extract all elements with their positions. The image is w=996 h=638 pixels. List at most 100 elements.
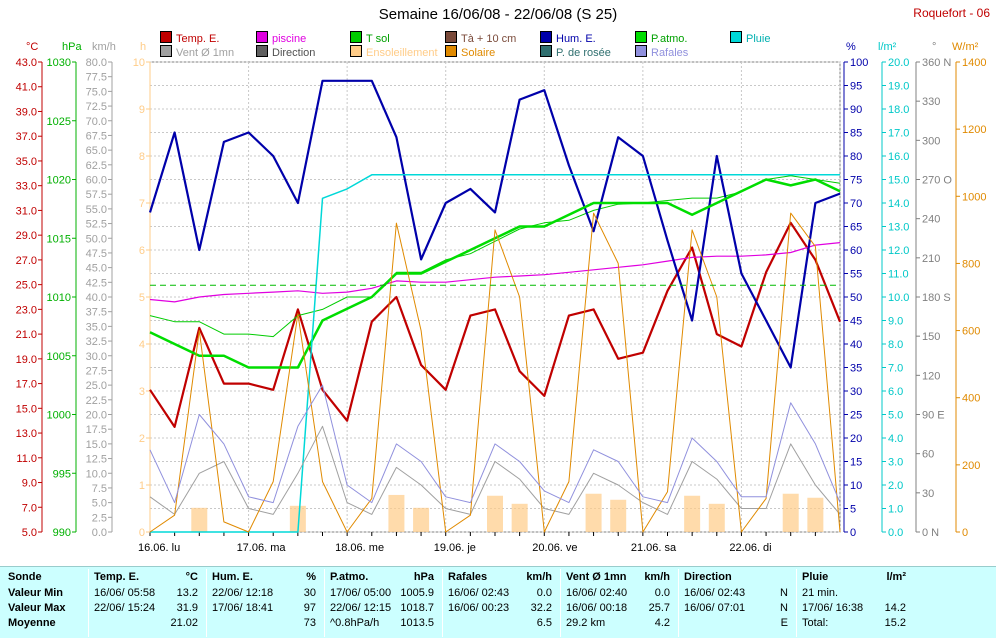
tick-label-degrees: 210 <box>922 253 940 265</box>
tick-label-degrees: 60 <box>922 449 934 461</box>
tick-label-percent: 20 <box>850 433 862 445</box>
tick-label-celsius: 11.0 <box>16 453 37 465</box>
sun-bar <box>511 503 528 532</box>
table-cell-value: 32.2 <box>530 602 552 614</box>
tick-label-percent: 100 <box>850 57 868 69</box>
axis-unit-kmh: km/h <box>92 41 116 53</box>
legend-item: Direction <box>256 45 315 59</box>
legend-label: piscine <box>272 33 307 45</box>
tick-label-hours: 9 <box>139 104 145 116</box>
table-cell-time: 29.2 km <box>566 617 606 629</box>
tick-label-percent: 10 <box>850 480 862 492</box>
tick-label-rain: 6.0 <box>888 386 903 398</box>
x-day-label: 19.06. je <box>434 542 476 554</box>
table-cell-time: 16/06/ 02:43 <box>448 587 510 599</box>
tick-label-degrees: 330 <box>922 96 940 108</box>
tick-label-rain: 3.0 <box>888 457 903 469</box>
tick-label-kmh: 40.0 <box>86 292 107 304</box>
x-day-label: 18.06. me <box>335 542 384 554</box>
legend-label: P. de rosée <box>556 47 611 59</box>
tick-label-kmh: 65.0 <box>86 145 107 157</box>
tick-label-celsius: 33.0 <box>16 181 37 193</box>
legend-label: Vent Ø 1mn <box>176 47 235 59</box>
table-row-label: Moyenne <box>8 617 56 629</box>
tick-label-kmh: 67.5 <box>86 130 107 142</box>
table-cell-time: 17/06/ 05:00 <box>330 587 392 599</box>
tick-label-hours: 2 <box>139 433 145 445</box>
tick-label-percent: 30 <box>850 386 862 398</box>
tick-label-kmh: 37.5 <box>86 307 107 319</box>
tick-label-hpa: 1020 <box>47 175 71 187</box>
sun-bar <box>708 503 725 532</box>
tick-label-celsius: 43.0 <box>16 57 37 69</box>
tick-label-percent: 5 <box>850 504 856 516</box>
tick-label-kmh: 45.0 <box>86 263 107 275</box>
legend-item: P.atmo. <box>635 31 688 45</box>
tick-label-hours: 8 <box>139 151 145 163</box>
table-cell-value: 14.2 <box>884 602 906 614</box>
table-cell-value: 0.0 <box>654 587 670 599</box>
tick-label-degrees: 120 <box>922 370 940 382</box>
tick-label-wm2: 200 <box>962 460 980 472</box>
sun-bar <box>191 507 208 532</box>
axis-unit-percent: % <box>846 41 856 53</box>
tick-label-degrees: 180 S <box>922 292 951 304</box>
legend-swatch <box>256 45 268 57</box>
legend-swatch <box>350 31 362 43</box>
table-cell-time: 22/06/ 15:24 <box>94 602 156 614</box>
series-line-temp-e- <box>149 221 842 428</box>
tick-label-wm2: 1000 <box>962 191 986 203</box>
tick-label-celsius: 7.0 <box>22 502 37 514</box>
tick-label-kmh: 12.5 <box>86 454 107 466</box>
table-cell-time: 16/06/ 00:23 <box>448 602 510 614</box>
tick-label-degrees: 300 <box>922 135 940 147</box>
tick-label-celsius: 13.0 <box>16 428 37 440</box>
tick-label-celsius: 19.0 <box>16 354 37 366</box>
series-line-hum-e- <box>148 79 841 369</box>
tick-label-kmh: 0.0 <box>92 527 107 539</box>
sun-bar <box>388 494 405 532</box>
tick-label-hours: 0 <box>139 527 145 539</box>
table-group-title: P.atmo. <box>330 571 369 583</box>
table-cell-time: 16/06/ 07:01 <box>684 602 746 614</box>
table-group-unit: hPa <box>413 571 434 583</box>
series-line-piscine <box>149 242 841 303</box>
tick-label-kmh: 20.0 <box>86 410 107 422</box>
axis-unit-degrees: ° <box>932 41 936 53</box>
tick-label-hours: 7 <box>139 198 145 210</box>
series-line-p-atmo- <box>149 178 841 369</box>
table-cell-value: 4.2 <box>654 617 670 629</box>
table-cell-value: 1018.7 <box>400 602 434 614</box>
table-cell-time: 16/06/ 02:43 <box>684 587 746 599</box>
tick-label-wm2: 400 <box>962 393 980 405</box>
tick-label-kmh: 27.5 <box>86 365 107 377</box>
tick-label-percent: 55 <box>850 269 862 281</box>
tick-label-kmh: 2.5 <box>92 512 107 524</box>
table-group-title: Direction <box>684 571 732 583</box>
station-name: Roquefort - 06 <box>913 6 990 20</box>
legend-swatch <box>730 31 742 43</box>
tick-label-kmh: 72.5 <box>86 101 107 113</box>
legend-item: Pluie <box>730 31 770 45</box>
sun-bar <box>782 493 799 532</box>
table-group-unit: km/h <box>644 571 670 583</box>
tick-label-kmh: 47.5 <box>86 248 107 260</box>
sun-bar <box>585 493 602 532</box>
table-cell-value: 13.2 <box>176 587 198 599</box>
table-cell-value: 1005.9 <box>400 587 434 599</box>
sun-bar <box>610 499 627 532</box>
tick-label-percent: 45 <box>850 316 862 328</box>
tick-label-celsius: 31.0 <box>16 205 37 217</box>
legend-item: Ensoleillement <box>350 45 438 59</box>
legend-swatch <box>160 45 172 57</box>
tick-label-kmh: 7.5 <box>92 483 107 495</box>
chart: °C43.041.039.037.035.033.031.029.027.025… <box>16 41 987 554</box>
legend-label: Pluie <box>746 33 771 45</box>
tick-label-degrees: 360 N <box>922 57 951 69</box>
tick-label-percent: 25 <box>850 410 862 422</box>
table-group-title: Rafales <box>448 571 488 583</box>
tick-label-rain: 7.0 <box>888 363 903 375</box>
table-cell-value: 73 <box>303 617 316 629</box>
tick-label-rain: 12.0 <box>888 245 909 257</box>
series-line-vent-1mn <box>149 425 841 515</box>
